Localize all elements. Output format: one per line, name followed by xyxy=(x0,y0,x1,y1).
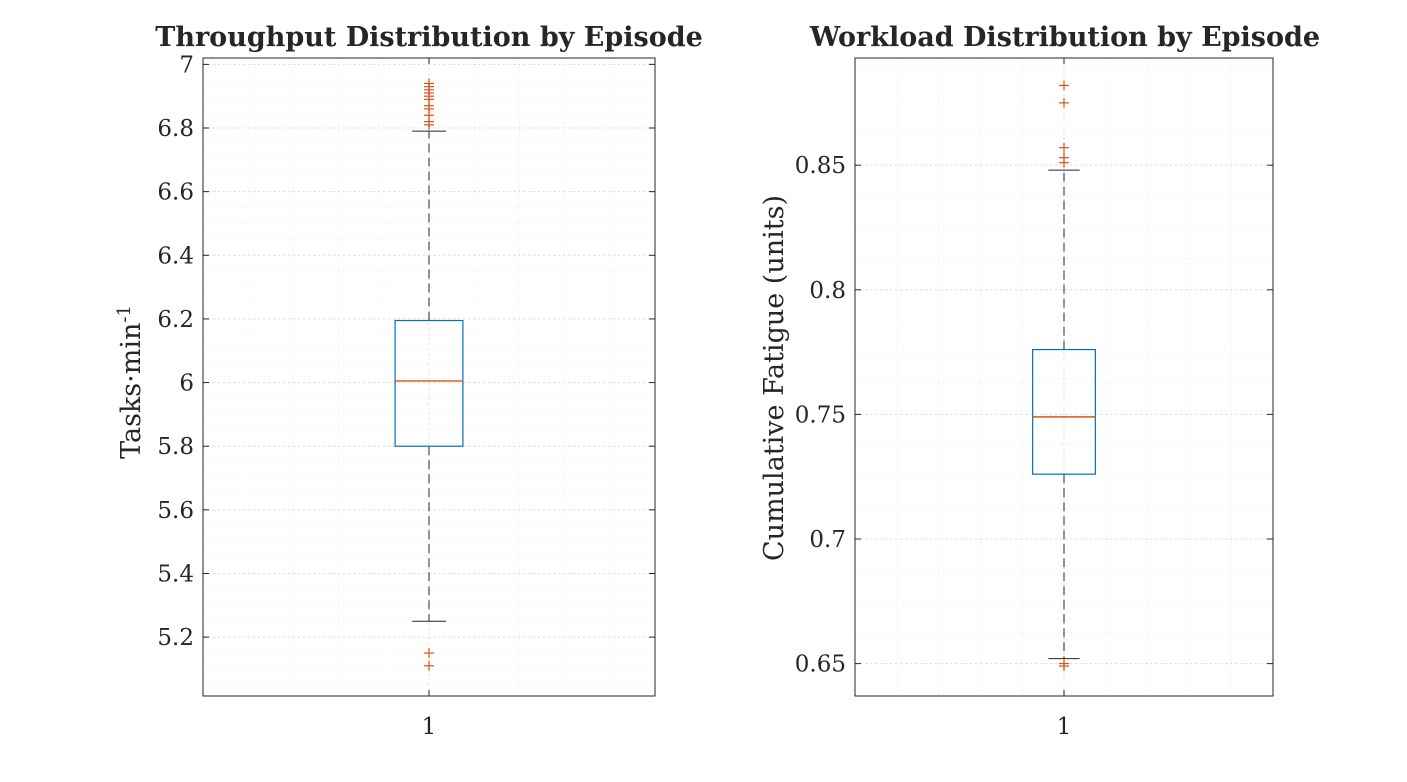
outlier-point xyxy=(424,648,434,659)
y-axis-label: Cumulative Fatigue (units) xyxy=(759,195,790,561)
x-tick-label: 1 xyxy=(422,714,437,740)
y-tick-label: 6.6 xyxy=(157,180,194,206)
workload-boxplot: 0.65 0.7 0.75 0.8 0.85 1 Workload Distribution… xyxy=(759,22,1320,740)
y-axis-label: Tasks·min-1 xyxy=(114,305,147,459)
y-tick-label: 5.2 xyxy=(157,625,194,651)
y-tick-label: 5.4 xyxy=(157,561,194,587)
y-tick-label: 6 xyxy=(179,371,194,397)
iqr-box xyxy=(394,319,464,447)
y-tick-label: 0.65 xyxy=(795,652,846,678)
y-axis-label-superscript: -1 xyxy=(114,305,135,323)
x-tick-label: 1 xyxy=(1057,714,1072,740)
outlier-point xyxy=(424,660,434,671)
y-tick-label: 5.6 xyxy=(157,498,194,524)
y-tick-label: 5.8 xyxy=(157,434,194,460)
outlier-point xyxy=(1059,152,1069,163)
iqr-box xyxy=(1032,348,1096,475)
y-tick-label: 0.75 xyxy=(795,402,846,428)
chart-title: Throughput Distribution by Episode xyxy=(155,22,703,53)
y-tick-label: 6.4 xyxy=(157,243,194,269)
chart-title: Workload Distribution by Episode xyxy=(809,22,1320,53)
y-tick-label: 0.8 xyxy=(809,278,846,304)
y-tick-label: 6.8 xyxy=(157,116,194,142)
y-tick-label: 0.85 xyxy=(795,153,846,179)
outlier-point xyxy=(1059,658,1069,669)
y-tick-label: 0.7 xyxy=(809,527,846,553)
outlier-point xyxy=(424,78,434,89)
throughput-boxplot: 5.2 5.4 5.6 5.8 6 6.2 6.4 6.6 6.8 7 1 Throughput Di… xyxy=(114,22,703,740)
y-tick-label: 6.2 xyxy=(157,307,194,333)
outlier-point xyxy=(1059,97,1069,108)
y-tick-label: 7 xyxy=(179,52,194,78)
outlier-point xyxy=(1059,80,1069,91)
outlier-point xyxy=(1059,142,1069,153)
